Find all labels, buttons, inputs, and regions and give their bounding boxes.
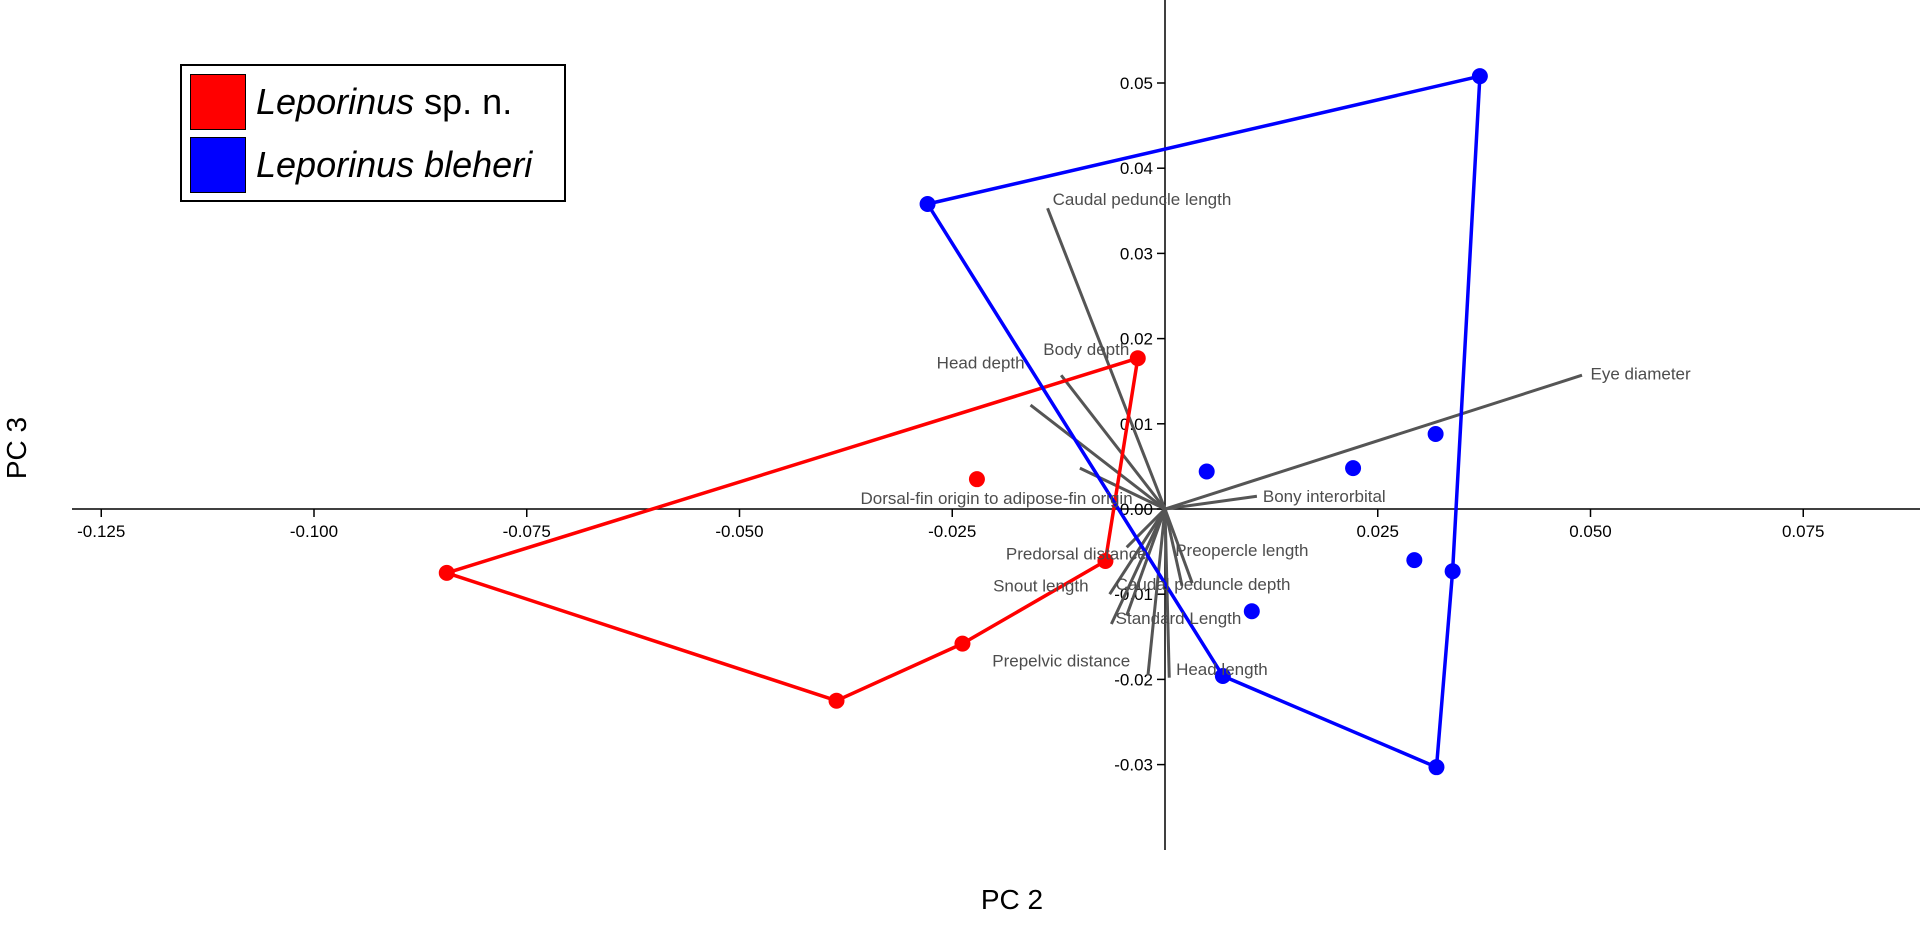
x-tick-label: 0.050 <box>1569 522 1612 541</box>
loading-vector <box>1164 373 1583 511</box>
legend-item-leporinus-sp-n: Leporinus sp. n. <box>190 73 512 131</box>
loading-label: Caudal peduncle length <box>1053 190 1232 209</box>
legend-label: Leporinus sp. n. <box>256 81 513 122</box>
point-leporinus-bleheri <box>919 195 936 212</box>
point-leporinus-sp-n <box>968 471 985 488</box>
loading-labels: Caudal peduncle length Eye diameter Head d… <box>861 190 1691 679</box>
point-leporinus-bleheri <box>1345 460 1362 477</box>
loading-label: Predorsal distance <box>1006 544 1147 563</box>
x-tick-label: 0.075 <box>1782 522 1825 541</box>
point-leporinus-sp-n <box>438 564 455 581</box>
loading-vector <box>1163 508 1194 584</box>
point-leporinus-bleheri <box>1198 463 1215 480</box>
x-tick-label: -0.050 <box>715 522 763 541</box>
loading-label: Prepelvic distance <box>992 652 1130 671</box>
x-tick-label: -0.075 <box>503 522 551 541</box>
loading-vector <box>1164 494 1258 511</box>
loading-vector <box>1146 508 1167 676</box>
point-leporinus-sp-n <box>954 635 971 652</box>
y-tick-label: 0.04 <box>1120 159 1153 178</box>
point-leporinus-bleheri <box>1444 563 1461 580</box>
point-leporinus-bleheri <box>1427 426 1444 443</box>
loading-vector <box>1125 508 1167 617</box>
loading-vector <box>1163 508 1184 587</box>
legend-swatch-blue <box>190 137 246 193</box>
legend-label: Leporinus bleheri <box>256 144 533 185</box>
point-leporinus-sp-n <box>1129 350 1146 367</box>
loading-label: Head depth <box>937 353 1025 372</box>
x-tick-label: -0.125 <box>77 522 125 541</box>
loading-vector <box>1108 508 1167 596</box>
data-points <box>438 68 1488 776</box>
point-leporinus-bleheri <box>1428 759 1445 776</box>
y-tick-label: 0.02 <box>1120 330 1153 349</box>
loading-label: Preopercle length <box>1175 541 1308 560</box>
loading-vector <box>1059 374 1167 510</box>
y-tick-label: -0.03 <box>1114 756 1153 775</box>
point-leporinus-bleheri <box>1243 603 1260 620</box>
point-leporinus-bleheri <box>1406 552 1423 569</box>
point-leporinus-sp-n <box>828 692 845 709</box>
loading-vectors <box>1029 207 1583 678</box>
loading-vector <box>1163 508 1171 678</box>
loading-label: Eye diameter <box>1591 365 1691 384</box>
loading-label: Dorsal-fin origin to adipose-fin origin <box>861 489 1133 508</box>
y-tick-label: -0.02 <box>1114 670 1153 689</box>
loading-vector <box>1125 507 1167 549</box>
x-tick-label: -0.100 <box>290 522 338 541</box>
axes: -0.125 -0.100 -0.075 -0.050 -0.025 0.025 0.050… <box>72 0 1920 850</box>
y-tick-label: 0.03 <box>1120 244 1153 263</box>
legend-item-leporinus-bleheri: Leporinus bleheri <box>190 136 532 194</box>
loading-label: Snout length <box>993 577 1088 596</box>
loading-label: Bony interorbital <box>1263 487 1386 506</box>
y-tick-label: 0.00 <box>1120 500 1153 519</box>
loading-vector <box>1029 403 1166 511</box>
y-axis-label: PC 3 <box>1 417 32 479</box>
point-leporinus-bleheri <box>1471 68 1488 85</box>
loading-vector <box>1110 508 1167 625</box>
loading-label: Caudal peduncle depth <box>1116 575 1291 594</box>
loading-label: Standard Length <box>1116 609 1242 628</box>
y-tick-label: 0.05 <box>1120 74 1153 93</box>
hull-leporinus-bleheri <box>925 74 1482 769</box>
loading-label: Head length <box>1176 660 1268 679</box>
group-hulls <box>445 74 1482 769</box>
legend-swatch-red <box>190 74 246 130</box>
loading-vector <box>1079 466 1166 511</box>
loading-vector <box>1046 207 1167 510</box>
loading-label: Body depth <box>1043 340 1129 359</box>
legend: Leporinus sp. n. Leporinus bleheri <box>180 64 566 202</box>
x-tick-label: 0.025 <box>1356 522 1399 541</box>
point-leporinus-sp-n <box>1097 552 1114 569</box>
x-axis-label: PC 2 <box>981 884 1043 915</box>
x-tick-label: -0.025 <box>928 522 976 541</box>
point-leporinus-bleheri <box>1214 667 1231 684</box>
hull-leporinus-sp-n <box>445 356 1140 703</box>
